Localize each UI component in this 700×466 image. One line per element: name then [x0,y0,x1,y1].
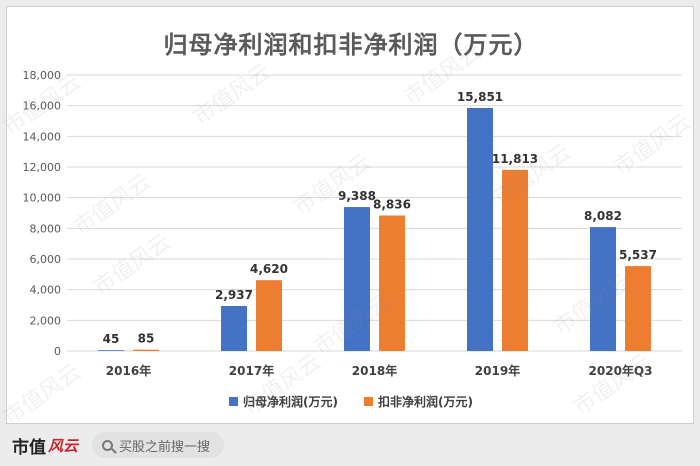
chart-title: 归母净利润和扣非净利润（万元） [163,31,539,59]
data-label: 85 [138,332,155,346]
bar-2 [502,169,528,351]
x-tick-label: 2020年Q3 [589,363,653,378]
y-tick-label: 18,000 [23,69,62,82]
y-tick-label: 0 [54,345,61,358]
y-tick-label: 8,000 [30,222,62,235]
bar-1 [467,107,493,352]
search-icon [102,439,114,451]
footer-bar: 市值 风云 买股之前搜一搜 [0,424,700,466]
y-tick-label: 12,000 [23,161,62,174]
x-tick-label: 2016年 [106,363,151,378]
data-label: 8,836 [373,198,411,212]
x-tick-label: 2018年 [352,363,397,378]
bar-1 [98,350,124,351]
y-tick-label: 2,000 [30,314,62,327]
x-tick-label: 2019年 [475,363,520,378]
data-label: 4,620 [250,262,288,276]
brand-logo: 市值 风云 [12,433,78,458]
brand-text: 市值 [12,437,46,458]
legend-swatch-series-2 [364,397,373,406]
y-tick-label: 6,000 [30,253,62,266]
bar-2 [256,280,282,351]
legend-label-series-1: 归母净利润(万元) [243,395,338,409]
legend-swatch-series-1 [229,397,239,406]
bar-2 [133,349,159,351]
x-tick-label: 2017年 [229,363,274,378]
data-label: 11,813 [492,152,538,166]
data-label: 5,537 [619,248,657,262]
data-label: 8,082 [584,209,622,223]
y-tick-label: 16,000 [23,100,62,113]
bar-2 [625,266,651,351]
data-label: 2,937 [215,288,253,302]
brand-script: 风云 [48,436,79,455]
legend-item-series-2: 扣非净利润(万元) [364,393,473,410]
bar-chart: 0 2,000 4,000 6,000 8,000 10,000 12,000 14,000 1… [23,69,682,378]
y-tick-label: 4,000 [30,284,62,297]
search-pill[interactable]: 买股之前搜一搜 [92,432,225,458]
bar-1 [590,227,616,351]
bar-2 [379,215,405,351]
legend-label-series-2: 扣非净利润(万元) [378,395,473,409]
data-label: 9,388 [338,189,376,203]
bar-1 [344,207,370,351]
data-label: 15,851 [457,90,503,104]
search-text: 买股之前搜一搜 [119,439,211,455]
y-tick-label: 14,000 [23,130,62,143]
chart-legend: 归母净利润(万元) 扣非净利润(万元) [7,393,695,410]
bar-1 [221,305,247,351]
y-tick-label: 10,000 [23,192,62,205]
data-label: 45 [103,332,120,346]
chart-card: 归母净利润和扣非净利润（万元） 0 2,000 4,000 6,000 8,000 10,… [0,6,696,431]
legend-item-series-1: 归母净利润(万元) [229,393,338,410]
